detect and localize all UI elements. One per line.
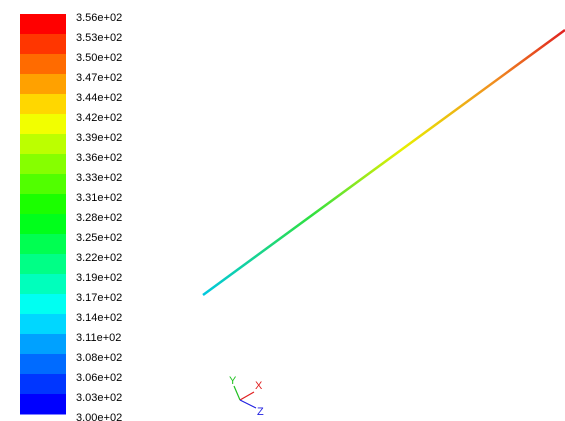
colorbar-label: 3.03e+02	[76, 392, 122, 404]
color-block	[20, 14, 66, 35]
colorbar-label: 3.08e+02	[76, 352, 122, 364]
x-label: X	[255, 380, 263, 392]
color-block	[20, 94, 66, 115]
colorbar-label: 3.00e+02	[76, 412, 122, 421]
colorbar-label: 3.31e+02	[76, 192, 122, 204]
colorbar-label: 3.47e+02	[76, 72, 122, 84]
color-block	[20, 274, 66, 295]
y-axis	[233, 385, 241, 401]
color-block	[20, 114, 66, 135]
color-block	[20, 374, 66, 395]
colorbar: 3.56e+02 3.53e+02 3.50e+02 3.47e+02 3.44e+02…	[20, 12, 122, 421]
color-block	[20, 354, 66, 375]
colorbar-label: 3.39e+02	[76, 132, 122, 144]
color-block	[20, 294, 66, 315]
color-block	[20, 314, 66, 335]
colorbar-label: 3.25e+02	[76, 232, 122, 244]
color-block	[20, 34, 66, 55]
color-block	[20, 54, 66, 75]
colorbar-label: 3.50e+02	[76, 52, 122, 64]
colorbar-label: 3.42e+02	[76, 112, 122, 124]
color-block	[20, 194, 66, 215]
x-axis	[239, 391, 255, 401]
color-block	[20, 394, 66, 415]
y-label: Y	[229, 375, 237, 387]
colorbar-label: 3.22e+02	[76, 252, 122, 264]
colorbar-label: 3.11e+02	[76, 332, 121, 344]
color-block	[20, 154, 66, 175]
contour-line	[202, 28, 565, 297]
colorbar-label: 3.53e+02	[76, 32, 122, 44]
color-block	[20, 134, 66, 155]
axis-triad: Y X Z	[229, 375, 264, 418]
colorbar-label: 3.19e+02	[76, 272, 122, 284]
color-block	[20, 174, 66, 195]
colorbar-label: 3.06e+02	[76, 372, 122, 384]
color-block	[20, 254, 66, 275]
colorbar-label: 3.14e+02	[76, 312, 122, 324]
color-block	[20, 334, 66, 355]
z-label: Z	[257, 406, 264, 418]
color-block	[20, 74, 66, 95]
color-block	[20, 214, 66, 235]
colorbar-label: 3.33e+02	[76, 172, 122, 184]
colorbar-label: 3.17e+02	[76, 292, 122, 304]
color-block	[20, 234, 66, 255]
colorbar-label: 3.28e+02	[76, 212, 122, 224]
z-axis	[239, 399, 257, 409]
colorbar-label: 3.36e+02	[76, 152, 122, 164]
colorbar-label: 3.56e+02	[76, 12, 122, 24]
colorbar-label: 3.44e+02	[76, 92, 122, 104]
